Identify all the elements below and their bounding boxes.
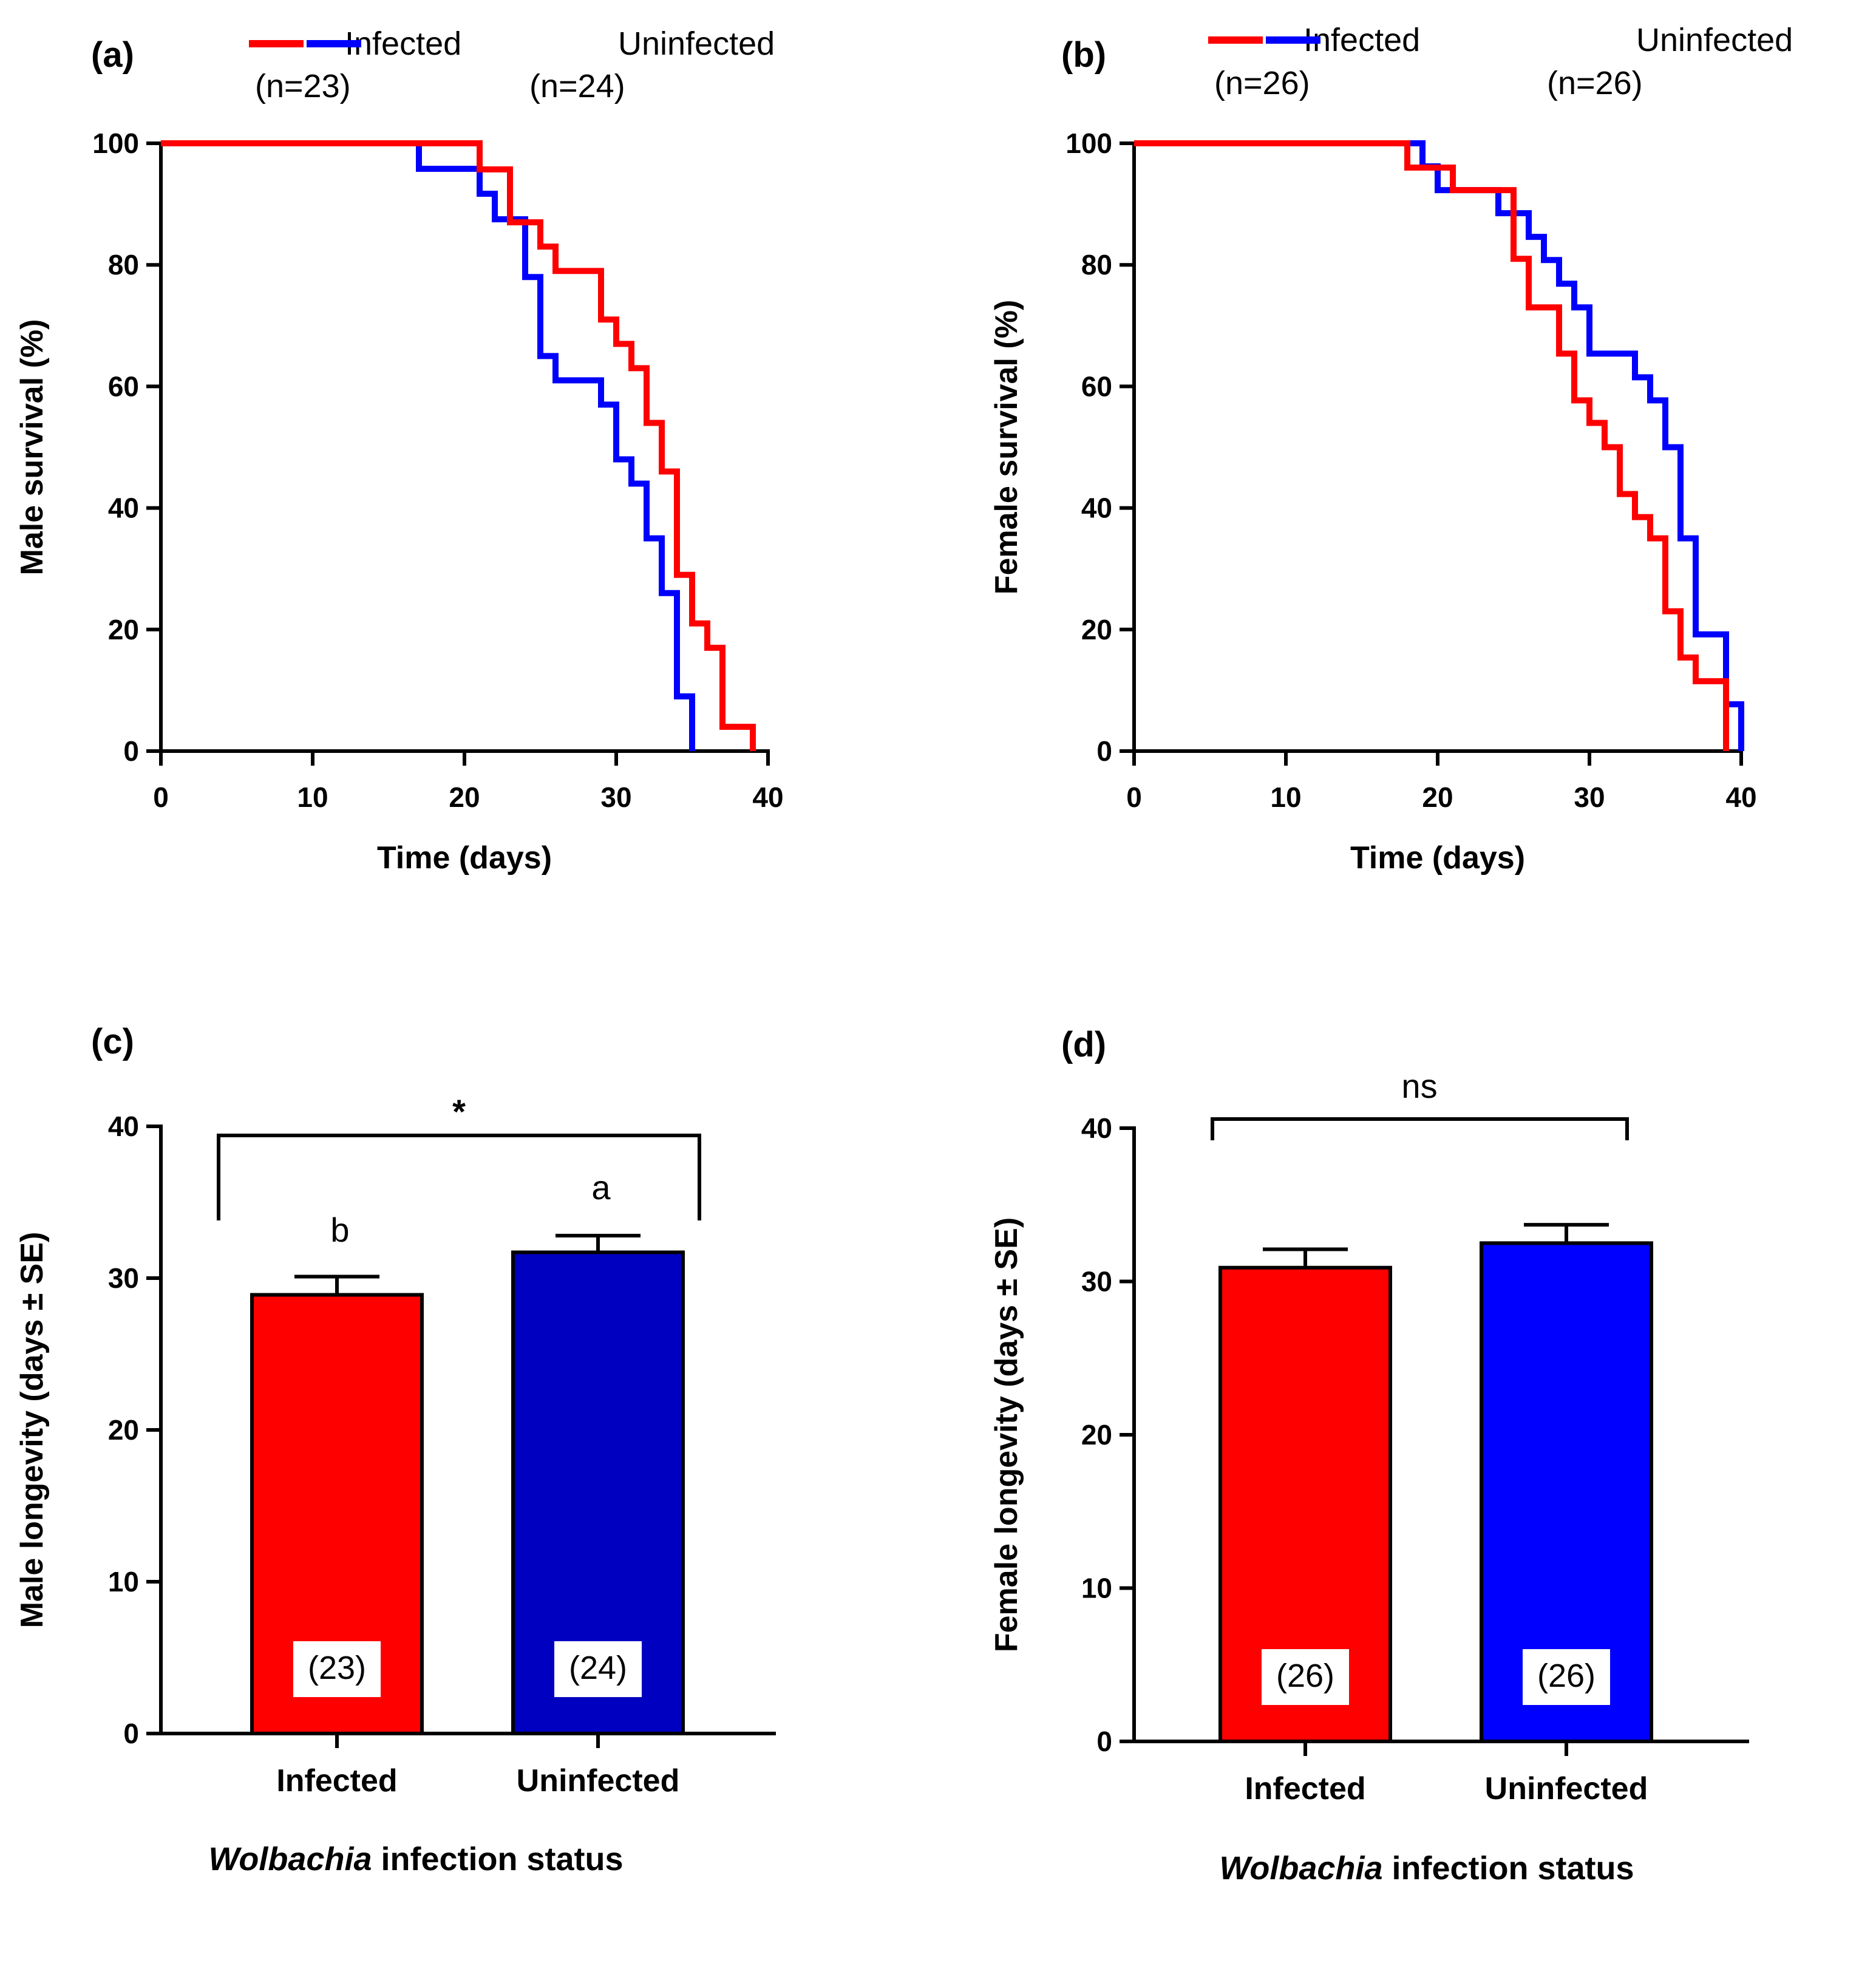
y-tick-label: 40 xyxy=(108,1111,139,1142)
y-tick-label: 0 xyxy=(123,1718,139,1749)
y-axis-title: Female longevity (days ± SE) xyxy=(989,1217,1024,1652)
y-tick-label: 20 xyxy=(108,614,139,645)
x-axis-title-rest: infection status xyxy=(372,1841,624,1877)
x-axis-title: Time (days) xyxy=(377,840,552,876)
panel-label: (d) xyxy=(1061,1025,1106,1064)
y-tick-label: 0 xyxy=(1096,735,1112,767)
x-axis-title-italic: Wolbachia xyxy=(1219,1850,1382,1887)
survival-line-uninfected xyxy=(161,140,695,751)
group-letter: b xyxy=(330,1211,349,1249)
legend-label: Infected xyxy=(1303,22,1420,58)
panel-label: (a) xyxy=(91,35,134,75)
y-tick-label: 30 xyxy=(1081,1266,1112,1298)
n-label: (26) xyxy=(1537,1658,1596,1694)
legend-label: Uninfected xyxy=(1636,22,1793,58)
x-axis-title-italic: Wolbachia xyxy=(208,1841,372,1877)
x-tick-label: 10 xyxy=(1270,781,1301,813)
y-tick-label: 60 xyxy=(108,370,139,402)
x-axis-title-rest: infection status xyxy=(1383,1850,1634,1887)
legend-n-label: (n=26) xyxy=(1547,65,1643,101)
x-tick-label: 30 xyxy=(1574,781,1605,813)
y-tick-label: 10 xyxy=(108,1566,139,1598)
legend-n-label: (n=26) xyxy=(1214,65,1310,101)
y-tick-label: 20 xyxy=(108,1414,139,1446)
significance-bracket xyxy=(217,1134,701,1220)
category-label: Infected xyxy=(1245,1771,1365,1806)
survival-line-infected xyxy=(161,140,756,751)
y-axis-title: Male longevity (days ± SE) xyxy=(15,1232,50,1628)
legend-n-label: (n=24) xyxy=(529,68,625,104)
y-tick-label: 100 xyxy=(92,128,139,159)
n-label: (26) xyxy=(1276,1658,1334,1694)
y-tick-label: 0 xyxy=(123,735,139,767)
y-tick-label: 30 xyxy=(108,1262,139,1294)
x-axis-title: Wolbachia infection status xyxy=(1219,1850,1634,1887)
significance-bracket xyxy=(1211,1117,1629,1140)
x-tick-label: 10 xyxy=(297,781,328,813)
y-tick-label: 40 xyxy=(108,492,139,524)
survival-line-infected xyxy=(1134,140,1729,751)
legend-n-label: (n=23) xyxy=(255,68,351,104)
n-label-box xyxy=(293,1641,381,1697)
n-label-box xyxy=(1262,1649,1349,1705)
panel-b: 0 20 40 60 80 100 0 10 20 30 40 Time (days) Female s… xyxy=(989,22,1793,876)
y-tick-label: 10 xyxy=(1081,1573,1112,1604)
y-tick-label: 40 xyxy=(1081,1112,1112,1144)
x-axis-title: Wolbachia infection status xyxy=(208,1841,623,1877)
n-label-box xyxy=(554,1641,642,1697)
x-tick-label: 40 xyxy=(1725,781,1756,813)
y-tick-label: 0 xyxy=(1096,1726,1112,1757)
x-axis-title: Time (days) xyxy=(1350,840,1525,876)
panel-c: 0 10 20 30 40 Male longevity (days ± SE) (c) In… xyxy=(15,1022,776,1877)
legend-label: Infected xyxy=(345,26,461,62)
panel-label: (c) xyxy=(91,1022,134,1061)
significance-label: * xyxy=(452,1092,466,1131)
legend-label: Uninfected xyxy=(618,26,775,62)
y-tick-label: 80 xyxy=(108,249,139,281)
category-label: Infected xyxy=(276,1763,397,1798)
panel-a: 0 20 40 60 80 100 0 10 20 30 40 Time (days) Male sur… xyxy=(15,26,784,876)
n-label: (23) xyxy=(308,1650,366,1686)
n-label-box xyxy=(1523,1649,1610,1705)
survival-line-uninfected xyxy=(1134,140,1744,751)
y-axis-title: Male survival (%) xyxy=(15,319,50,576)
significance-label: ns xyxy=(1401,1067,1437,1105)
y-tick-label: 20 xyxy=(1081,1419,1112,1451)
category-label: Uninfected xyxy=(517,1763,680,1798)
x-tick-label: 20 xyxy=(1422,781,1453,813)
group-letter: a xyxy=(591,1168,611,1206)
x-tick-label: 30 xyxy=(600,781,631,813)
y-tick-label: 40 xyxy=(1081,492,1112,524)
y-tick-label: 80 xyxy=(1081,249,1112,281)
y-tick-label: 20 xyxy=(1081,614,1112,645)
y-axis-title: Female survival (%) xyxy=(989,300,1024,595)
category-label: Uninfected xyxy=(1485,1771,1648,1806)
x-tick-label: 0 xyxy=(1126,781,1142,813)
n-label: (24) xyxy=(569,1650,627,1686)
panel-d: 0 10 20 30 40 Female longevity (days ± SE) (d)… xyxy=(989,1025,1749,1887)
x-tick-label: 0 xyxy=(153,781,169,813)
x-tick-label: 40 xyxy=(752,781,783,813)
x-tick-label: 20 xyxy=(449,781,480,813)
y-tick-label: 60 xyxy=(1081,370,1112,402)
panel-label: (b) xyxy=(1061,35,1106,75)
y-tick-label: 100 xyxy=(1065,128,1112,159)
